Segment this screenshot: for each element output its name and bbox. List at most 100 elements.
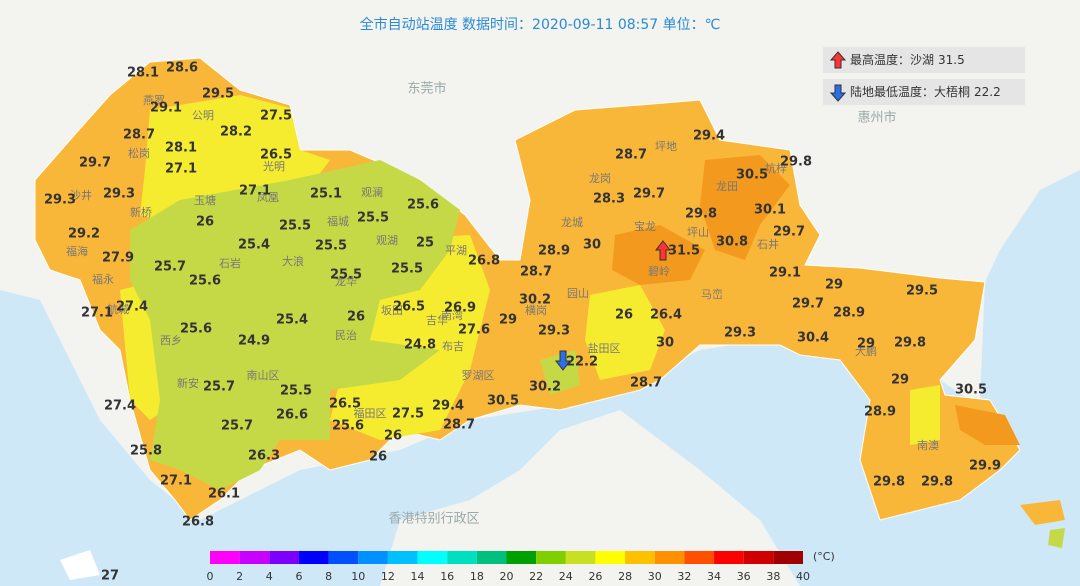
station-temp: 29.1	[769, 266, 801, 281]
place-label: 盐田区	[588, 342, 621, 355]
legend-swatch	[328, 551, 359, 564]
place-label: 横岗	[525, 303, 547, 317]
station-temp: 29.2	[68, 227, 100, 242]
place-label: 罗湖区	[462, 369, 495, 382]
place-label: 凤凰	[257, 191, 279, 204]
place-label: 民治	[335, 328, 357, 342]
station-temp: 27.1	[165, 162, 197, 177]
station-temp: 26.4	[650, 308, 682, 323]
info-label: 最高温度：沙湖	[850, 52, 934, 67]
station-temp: 29.4	[432, 399, 464, 414]
legend-tick: 38	[766, 570, 780, 583]
legend-swatch	[684, 551, 715, 564]
station-temp: 25.7	[221, 419, 253, 434]
station-temp: 28.2	[220, 125, 252, 140]
legend-swatch	[269, 551, 299, 564]
info-text: 最高温度：沙湖 31.5	[850, 52, 965, 67]
station-temp: 22.2	[566, 355, 598, 370]
legend-swatch	[476, 551, 507, 564]
place-label: 龙华	[335, 274, 357, 288]
temp-zone	[955, 405, 1020, 445]
place-label: 布吉	[442, 340, 464, 353]
station-temp: 30.2	[529, 380, 561, 395]
place-label: 坪地	[655, 140, 677, 153]
place-label: 光明	[263, 159, 285, 173]
island	[60, 550, 100, 580]
station-temp: 25.4	[276, 313, 308, 328]
temp-zone	[130, 160, 460, 490]
station-temp: 25.6	[407, 198, 439, 213]
temp-zone	[330, 235, 490, 440]
place-label: 大浪	[282, 254, 304, 268]
legend-tick: 22	[529, 570, 543, 583]
station-temp: 29.4	[693, 129, 725, 144]
station-temp: 27.5	[260, 109, 292, 124]
legend-tick: 14	[411, 570, 425, 583]
station-temp: 27.4	[104, 399, 136, 414]
title: 全市自动站温度 数据时间：2020-09-11 08:57 单位：℃	[360, 16, 721, 33]
station-temp: 28.9	[538, 244, 570, 259]
place-label: 马峦	[701, 287, 723, 301]
place-label: 新桥	[130, 205, 152, 219]
legend-tick: 34	[707, 570, 721, 583]
station-temp: 29.8	[780, 155, 812, 170]
place-label: 福海	[66, 244, 88, 258]
station-temp: 30.2	[519, 293, 551, 308]
station-temp: 29	[857, 337, 875, 352]
min-icon	[829, 84, 847, 102]
legend-tick: 40	[796, 570, 810, 583]
legend-swatch	[239, 551, 270, 564]
legend-swatch	[714, 551, 744, 564]
station-temp: 31.5	[668, 244, 700, 259]
station-temp: 29.7	[633, 187, 665, 202]
legend-tick: 26	[588, 570, 602, 583]
station-temp: 25.6	[332, 419, 364, 434]
region-label: 东莞市	[407, 81, 446, 97]
station-temp: 27.1	[81, 306, 113, 321]
station-temp: 29.5	[202, 87, 234, 102]
place-label: 宝龙	[634, 219, 656, 233]
max-marker	[654, 240, 672, 261]
place-label: 沙井	[70, 188, 92, 202]
station-temp: 26.5	[329, 397, 361, 412]
station-temp: 24.8	[404, 338, 436, 353]
legend-swatch	[743, 551, 774, 564]
station-temp: 29	[499, 313, 517, 328]
legend-swatch	[654, 551, 685, 564]
place-label: 观澜	[361, 185, 383, 199]
place-label: 福城	[327, 214, 349, 228]
place-label: 坪山	[687, 226, 709, 239]
station-temp: 30.5	[487, 394, 519, 409]
station-temp: 29.1	[150, 101, 182, 116]
legend-tick: 30	[648, 570, 662, 583]
place-label: 龙岗	[589, 172, 611, 185]
legend-tick: 28	[618, 570, 632, 583]
info-text: 陆地最低温度：大梧桐 22.2	[850, 84, 1001, 99]
place-label: 福永	[92, 272, 114, 286]
station-temp: 26.8	[468, 254, 500, 269]
info-box	[823, 47, 1025, 73]
station-temp: 29.9	[969, 459, 1001, 474]
place-label: 坑梓	[765, 161, 787, 175]
station-temp: 25.5	[280, 384, 312, 399]
station-temp: 26	[615, 308, 633, 323]
legend-tick: 10	[351, 570, 365, 583]
legend-tick: 16	[440, 570, 454, 583]
place-label: 坂田	[381, 304, 403, 317]
station-temp: 27.1	[239, 184, 271, 199]
station-temp: 25.6	[180, 322, 212, 337]
temp-zone	[612, 225, 705, 285]
station-temp: 30.8	[716, 235, 748, 250]
info-label: 陆地最低温度：大梧桐	[850, 84, 970, 99]
station-temp: 25.7	[154, 260, 186, 275]
legend-swatch	[595, 551, 626, 564]
station-temp: 30.1	[754, 203, 786, 218]
legend-swatch	[447, 551, 477, 564]
station-temp: 28.9	[833, 306, 865, 321]
legend-tick: 0	[207, 570, 214, 583]
legend-tick: 20	[500, 570, 514, 583]
station-temp: 28.7	[630, 376, 662, 391]
station-temp: 26.8	[182, 515, 214, 530]
station-temp: 30	[583, 238, 601, 253]
station-temp: 28.9	[864, 405, 896, 420]
